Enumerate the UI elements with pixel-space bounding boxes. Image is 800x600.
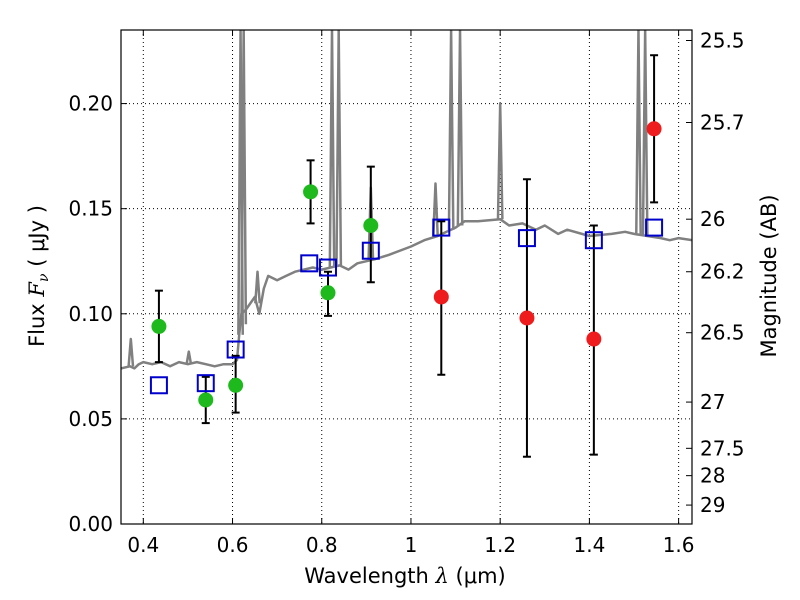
model-spectrum [121,30,692,370]
green-data-point [320,285,336,301]
y2-tick-label: 28 [700,464,725,488]
x-tick-label: 0.6 [217,533,249,557]
emission-line-spike [635,30,642,234]
model-spectrum-line [121,217,692,370]
y-label-symbol: F [25,281,49,298]
red-data-point [433,289,449,305]
green-data-point [228,377,244,393]
y-label-subscript: ν [36,273,52,282]
y-label-prefix: Flux [25,303,49,347]
emission-line-spike [496,102,504,220]
x-tick-label: 0.4 [127,533,159,557]
model-photometry-square [645,218,664,237]
plot-border [120,29,693,525]
axis-ticks: 0.4 0.6 0.8 1 1.2 1.4 1.6 0.00 0.05 0.10 0.15 0.20 2… [68,29,744,557]
y2-tick-label: 29 [700,493,725,517]
error-bars [154,54,659,458]
model-photometry-square [300,254,319,273]
y-tick-label: 0.10 [68,302,113,326]
green-data-point [151,318,167,334]
x-tick-label: 1.6 [663,533,695,557]
x-tick-label: 1.2 [484,533,516,557]
emission-line-spike [335,30,343,266]
emission-line-spike [456,30,464,226]
emission-line-spike [127,337,135,367]
y2-tick-label: 27 [700,390,725,414]
y2-tick-label: 25.7 [700,110,745,134]
emission-line-spike [185,350,193,365]
emission-line-spike [328,30,336,268]
green-data-point [303,184,319,200]
red-data-point [586,331,602,347]
emission-line-spike [240,30,248,325]
data-markers [149,121,664,408]
y2-tick-label: 26.5 [700,321,745,345]
x-tick-label: 1.4 [573,533,605,557]
red-data-point [519,310,535,326]
model-photometry-square [517,229,536,248]
green-data-point [198,392,214,408]
model-photometry-square [149,376,168,395]
model-photometry-square [318,258,337,277]
x-axis-label: Wavelength λ (μm) [304,564,505,588]
y-tick-label: 0.20 [68,92,113,116]
y-tick-label: 0.00 [68,512,113,536]
emission-line-spike [447,30,455,230]
x-label-prefix: Wavelength [304,564,429,588]
model-photometry-square [196,374,215,393]
emission-line-spike [254,270,261,304]
model-photometry-square [361,241,380,260]
y-label-unit: ( μJy ) [25,205,49,267]
right-axis-label: Magnitude (AB) [757,194,781,357]
y2-tick-label: 26 [700,207,725,231]
x-tick-label: 1 [405,533,418,557]
y-tick-label: 0.15 [68,197,113,221]
x-label-symbol: λ [435,564,449,588]
plot-frame [120,29,693,525]
y2-tick-label: 26.2 [700,260,745,284]
model-photometry-square [584,231,603,250]
y2-tick-label: 25.5 [700,29,745,53]
y2-tick-label: 27.5 [700,436,745,460]
y-tick-label: 0.05 [68,407,113,431]
emission-line-spike [641,30,649,237]
green-data-point [363,217,379,233]
x-tick-label: 0.8 [306,533,338,557]
x-label-unit: (μm) [456,564,506,588]
grid-lines [121,30,692,525]
model-photometry-square [432,218,451,237]
red-data-point [646,121,662,137]
emission-line-spike [432,182,439,237]
model-photometry-square [226,340,245,359]
y-axis-label: Flux Fν ( μJy ) [25,205,52,347]
